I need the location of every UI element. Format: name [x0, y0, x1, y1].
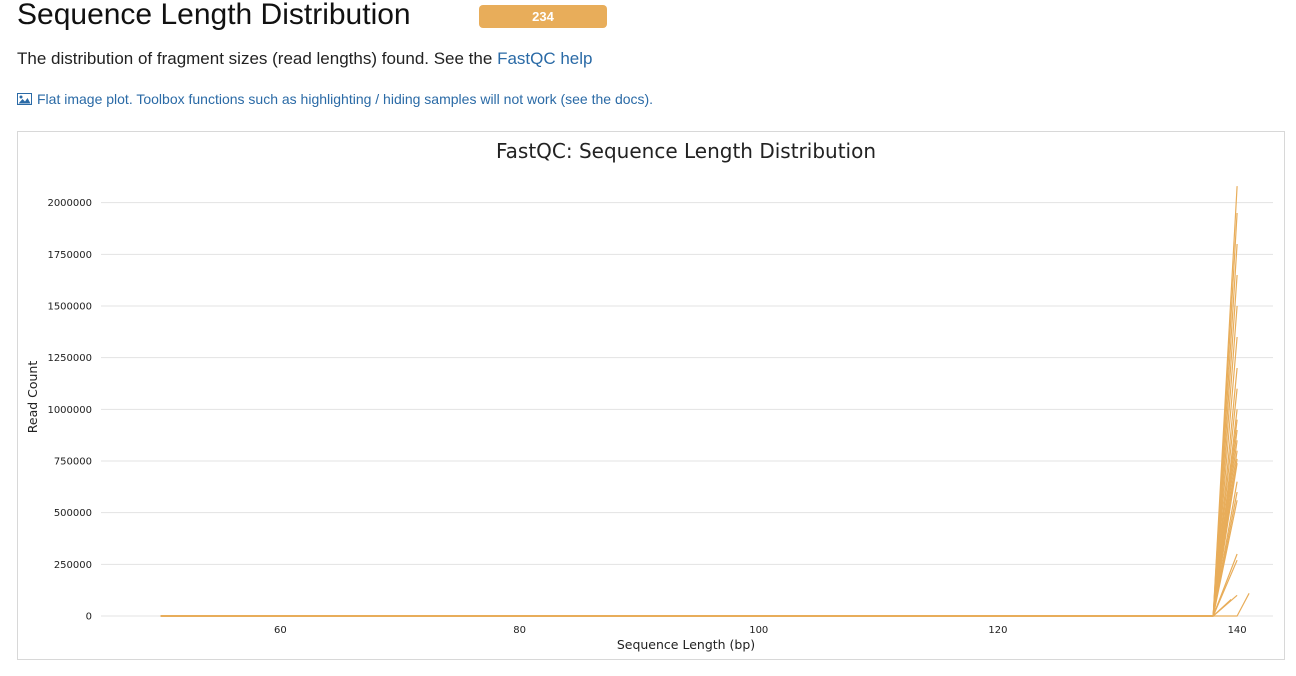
y-tick-label: 2000000	[47, 198, 92, 209]
x-tick-label: 80	[513, 625, 526, 636]
series-line	[160, 463, 1238, 617]
flat-note-text: Flat image plot. Toolbox functions such …	[37, 91, 654, 107]
description-text: The distribution of fragment sizes (read…	[17, 49, 493, 68]
series-line	[160, 553, 1238, 617]
series-line	[160, 388, 1238, 617]
series-line	[160, 336, 1238, 617]
series-line	[160, 243, 1238, 617]
series-line	[160, 440, 1238, 617]
series-line	[160, 274, 1238, 617]
series-line	[160, 429, 1238, 617]
series-line	[160, 599, 1232, 617]
series-line	[160, 594, 1238, 617]
series-line	[160, 593, 1250, 617]
series-line	[160, 450, 1238, 617]
series-line	[160, 458, 1238, 617]
series-line	[160, 212, 1238, 617]
y-tick-label: 250000	[54, 560, 92, 571]
series-line	[160, 367, 1238, 617]
section-title: Sequence Length Distribution	[17, 0, 411, 31]
y-axis-label: Read Count	[25, 361, 40, 434]
y-tick-label: 1750000	[47, 250, 92, 261]
x-tick-label: 120	[988, 625, 1007, 636]
series-line	[160, 419, 1238, 617]
chart-title: FastQC: Sequence Length Distribution	[496, 139, 876, 163]
series-line	[160, 186, 1238, 617]
y-tick-label: 1000000	[47, 405, 92, 416]
fastqc-help-link[interactable]: FastQC help	[497, 49, 593, 68]
series-line	[160, 559, 1238, 617]
status-bar[interactable]: 234	[479, 5, 607, 28]
series-line	[160, 481, 1238, 617]
series-line	[160, 491, 1238, 617]
x-tick-label: 100	[749, 625, 768, 636]
sequence-length-chart: FastQC: Sequence Length Distribution 0 25…	[25, 139, 1273, 652]
x-tick-label: 60	[274, 625, 287, 636]
series-line	[160, 500, 1238, 617]
image-icon	[17, 93, 32, 105]
x-tick-label: 140	[1228, 625, 1247, 636]
y-tick-label: 750000	[54, 457, 92, 468]
y-tick-label: 1500000	[47, 302, 92, 313]
section-description: The distribution of fragment sizes (read…	[17, 49, 593, 69]
x-axis-label: Sequence Length (bp)	[617, 637, 755, 652]
y-tick-label: 1250000	[47, 353, 92, 364]
plot-container: FastQC: Sequence Length Distribution 0 25…	[17, 131, 1285, 660]
y-tick-label: 0	[86, 612, 92, 623]
y-tick-label: 500000	[54, 508, 92, 519]
flat-image-note[interactable]: Flat image plot. Toolbox functions such …	[17, 91, 653, 107]
